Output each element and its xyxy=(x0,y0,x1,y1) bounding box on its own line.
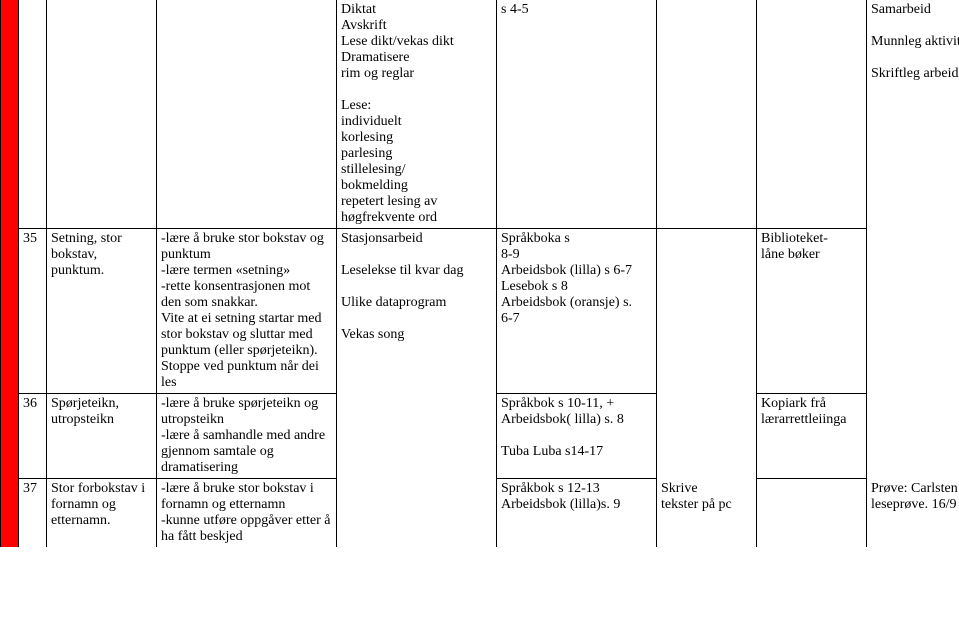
red-marker xyxy=(1,479,19,548)
text: Språkbok s 10-11, +Arbeidsbok( lilla) s.… xyxy=(501,396,624,459)
cell-assess: Skrivetekster på pc xyxy=(657,479,757,548)
cell-assess xyxy=(657,394,757,479)
cell-resources: Språkboka s8-9 Arbeidsbok (lilla) s 6-7L… xyxy=(497,229,657,394)
cell-goals: -lære å bruke spørjeteikn og utropsteikn… xyxy=(157,394,337,479)
text: 37 xyxy=(23,481,37,496)
text: DiktatAvskriftLese dikt/vekas diktDramat… xyxy=(341,2,454,225)
cell-activities: StasjonsarbeidLeselekse til kvar dagUlik… xyxy=(337,229,497,394)
cell-extra1 xyxy=(757,0,867,229)
cell-resources: Språkbok s 10-11, +Arbeidsbok( lilla) s.… xyxy=(497,394,657,479)
cell-num: 36 xyxy=(19,394,47,479)
table-row: 37 Stor forbokstav i fornamn og etternam… xyxy=(1,479,959,548)
cell-assess xyxy=(657,0,757,229)
cell-assess xyxy=(657,229,757,394)
cell-extra1 xyxy=(757,479,867,548)
cell-num xyxy=(19,0,47,229)
cell-extra1: Kopiark frå lærarrettleiinga xyxy=(757,394,867,479)
cell-resources: Språkbok s 12-13Arbeidsbok (lilla)s. 9 xyxy=(497,479,657,548)
cell-extra2: Prøve: Carlsten leseprøve. 16/9 xyxy=(867,479,959,548)
text: Stor forbokstav i fornamn og etternamn. xyxy=(51,481,145,528)
red-marker xyxy=(1,229,19,394)
cell-num: 35 xyxy=(19,229,47,394)
text: 36 xyxy=(23,396,37,411)
text: Biblioteket-låne bøker xyxy=(761,231,828,262)
text: -lære å bruke stor bokstav i fornamn og … xyxy=(161,481,330,544)
text: s 4-5 xyxy=(501,2,529,17)
cell-extra2 xyxy=(867,394,959,479)
cell-resources: s 4-5 xyxy=(497,0,657,229)
text: Språkboka s8-9 Arbeidsbok (lilla) s 6-7L… xyxy=(501,231,632,326)
text: StasjonsarbeidLeselekse til kvar dagUlik… xyxy=(341,231,463,342)
cell-topic: Stor forbokstav i fornamn og etternamn. xyxy=(47,479,157,548)
table-row: 36 Spørjeteikn, utropsteikn -lære å bruk… xyxy=(1,394,959,479)
cell-topic: Setning, stor bokstav, punktum. xyxy=(47,229,157,394)
cell-extra2 xyxy=(867,229,959,394)
text: Setning, stor bokstav, punktum. xyxy=(51,231,122,278)
cell-goals: -lære å bruke stor bokstav i fornamn og … xyxy=(157,479,337,548)
cell-activities xyxy=(337,479,497,548)
text: Kopiark frå lærarrettleiinga xyxy=(761,396,847,427)
text: Prøve: Carlsten leseprøve. 16/9 xyxy=(871,481,958,512)
cell-goals: -lære å bruke stor bokstav og punktum-læ… xyxy=(157,229,337,394)
cell-goals xyxy=(157,0,337,229)
cell-extra1: Biblioteket-låne bøker xyxy=(757,229,867,394)
text: Spørjeteikn, utropsteikn xyxy=(51,396,119,427)
text: Skrivetekster på pc xyxy=(661,481,732,512)
text: -lære å bruke spørjeteikn og utropsteikn… xyxy=(161,396,325,475)
cell-num: 37 xyxy=(19,479,47,548)
red-marker xyxy=(1,0,19,229)
text: Språkbok s 12-13Arbeidsbok (lilla)s. 9 xyxy=(501,481,620,512)
cell-activities: DiktatAvskriftLese dikt/vekas diktDramat… xyxy=(337,0,497,229)
curriculum-table: DiktatAvskriftLese dikt/vekas diktDramat… xyxy=(0,0,959,547)
text: SamarbeidMunnleg aktivitetSkriftleg arbe… xyxy=(871,2,959,81)
cell-topic xyxy=(47,0,157,229)
text: 35 xyxy=(23,231,37,246)
cell-activities xyxy=(337,394,497,479)
table-row: DiktatAvskriftLese dikt/vekas diktDramat… xyxy=(1,0,959,229)
red-marker xyxy=(1,394,19,479)
cell-topic: Spørjeteikn, utropsteikn xyxy=(47,394,157,479)
text: -lære å bruke stor bokstav og punktum-læ… xyxy=(161,231,324,390)
cell-extra2: SamarbeidMunnleg aktivitetSkriftleg arbe… xyxy=(867,0,959,229)
table-row: 35 Setning, stor bokstav, punktum. -lære… xyxy=(1,229,959,394)
